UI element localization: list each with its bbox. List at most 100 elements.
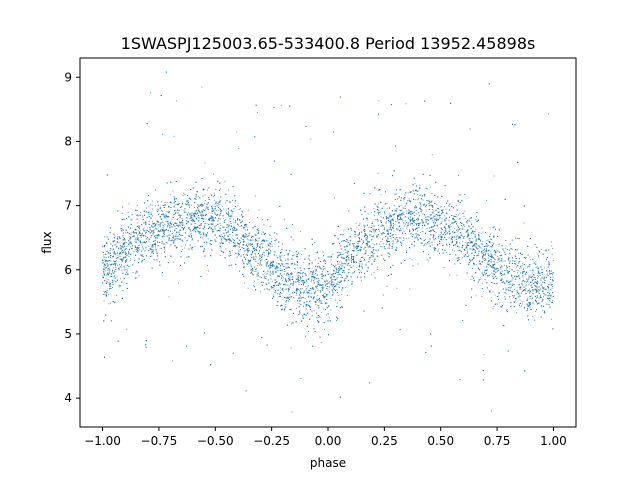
data-point [500, 271, 502, 273]
data-point [346, 275, 348, 277]
data-point [450, 226, 452, 228]
data-point [178, 282, 180, 284]
data-point [264, 255, 266, 257]
data-point [168, 296, 170, 298]
data-point [285, 267, 287, 269]
data-point [227, 228, 229, 230]
data-point [297, 275, 299, 277]
data-point [121, 250, 123, 252]
data-point [212, 219, 214, 221]
data-point [366, 237, 368, 239]
data-point [347, 240, 349, 242]
data-point [431, 218, 433, 219]
data-point [490, 245, 492, 247]
data-point [151, 244, 153, 245]
data-point [202, 237, 204, 239]
data-point [237, 205, 239, 207]
data-point [366, 219, 368, 221]
data-point [329, 273, 331, 275]
data-point [146, 207, 148, 209]
data-point [434, 215, 436, 217]
data-point [313, 295, 315, 297]
data-point [291, 272, 293, 274]
data-point [405, 238, 407, 239]
data-point [536, 295, 538, 296]
data-point [201, 210, 203, 212]
data-point [287, 284, 289, 286]
data-point [480, 252, 482, 254]
data-point [351, 256, 353, 258]
data-point [318, 257, 320, 259]
data-point [211, 213, 213, 214]
data-point [299, 289, 301, 291]
data-point [191, 212, 193, 214]
data-point [222, 208, 224, 210]
data-point [500, 306, 502, 308]
data-point [153, 229, 155, 231]
data-point [374, 214, 375, 216]
data-point [138, 225, 140, 226]
data-point [426, 259, 428, 261]
data-point [422, 199, 424, 201]
data-point [416, 213, 417, 215]
data-point [371, 221, 373, 223]
data-point [376, 266, 378, 268]
data-point [526, 281, 527, 283]
data-point [519, 299, 521, 301]
data-point [472, 232, 474, 234]
data-point [158, 230, 159, 231]
data-point [246, 249, 248, 251]
data-point [402, 207, 404, 209]
data-point [270, 272, 272, 274]
data-point [274, 285, 276, 287]
data-point [361, 214, 363, 216]
data-point [415, 210, 417, 211]
data-point [463, 215, 465, 217]
data-point [116, 254, 118, 256]
data-point [398, 206, 400, 208]
data-point [530, 270, 532, 272]
data-point [161, 210, 163, 212]
data-point [334, 197, 335, 199]
data-point [329, 280, 331, 282]
data-point [256, 238, 258, 240]
data-point [468, 242, 470, 244]
data-point [160, 231, 162, 232]
data-point [316, 294, 318, 296]
data-point [287, 272, 289, 274]
data-point [476, 215, 477, 217]
data-point [242, 226, 244, 228]
data-point [281, 254, 283, 256]
data-point [530, 295, 532, 297]
data-point [481, 296, 483, 297]
data-point [313, 310, 315, 312]
data-point [504, 296, 506, 298]
data-point [199, 232, 201, 234]
data-point [379, 246, 381, 248]
data-point [126, 254, 128, 256]
data-point [143, 241, 145, 243]
data-point [249, 222, 250, 223]
data-point [160, 222, 162, 224]
data-point [220, 247, 222, 249]
data-point [508, 287, 509, 289]
data-point [551, 253, 553, 255]
data-point [404, 205, 406, 207]
data-point [486, 262, 488, 264]
data-point [280, 305, 281, 307]
data-point [180, 245, 182, 247]
data-point [160, 225, 162, 227]
data-point [426, 228, 428, 230]
data-point [140, 236, 142, 238]
data-point [480, 278, 482, 280]
data-point [314, 301, 316, 302]
data-point [536, 277, 538, 279]
data-point [213, 231, 215, 233]
data-point [316, 317, 318, 319]
data-point [302, 281, 304, 283]
data-point [376, 209, 378, 211]
data-point [548, 295, 550, 297]
data-point [262, 247, 264, 248]
data-point [182, 249, 184, 250]
data-point [257, 243, 259, 245]
